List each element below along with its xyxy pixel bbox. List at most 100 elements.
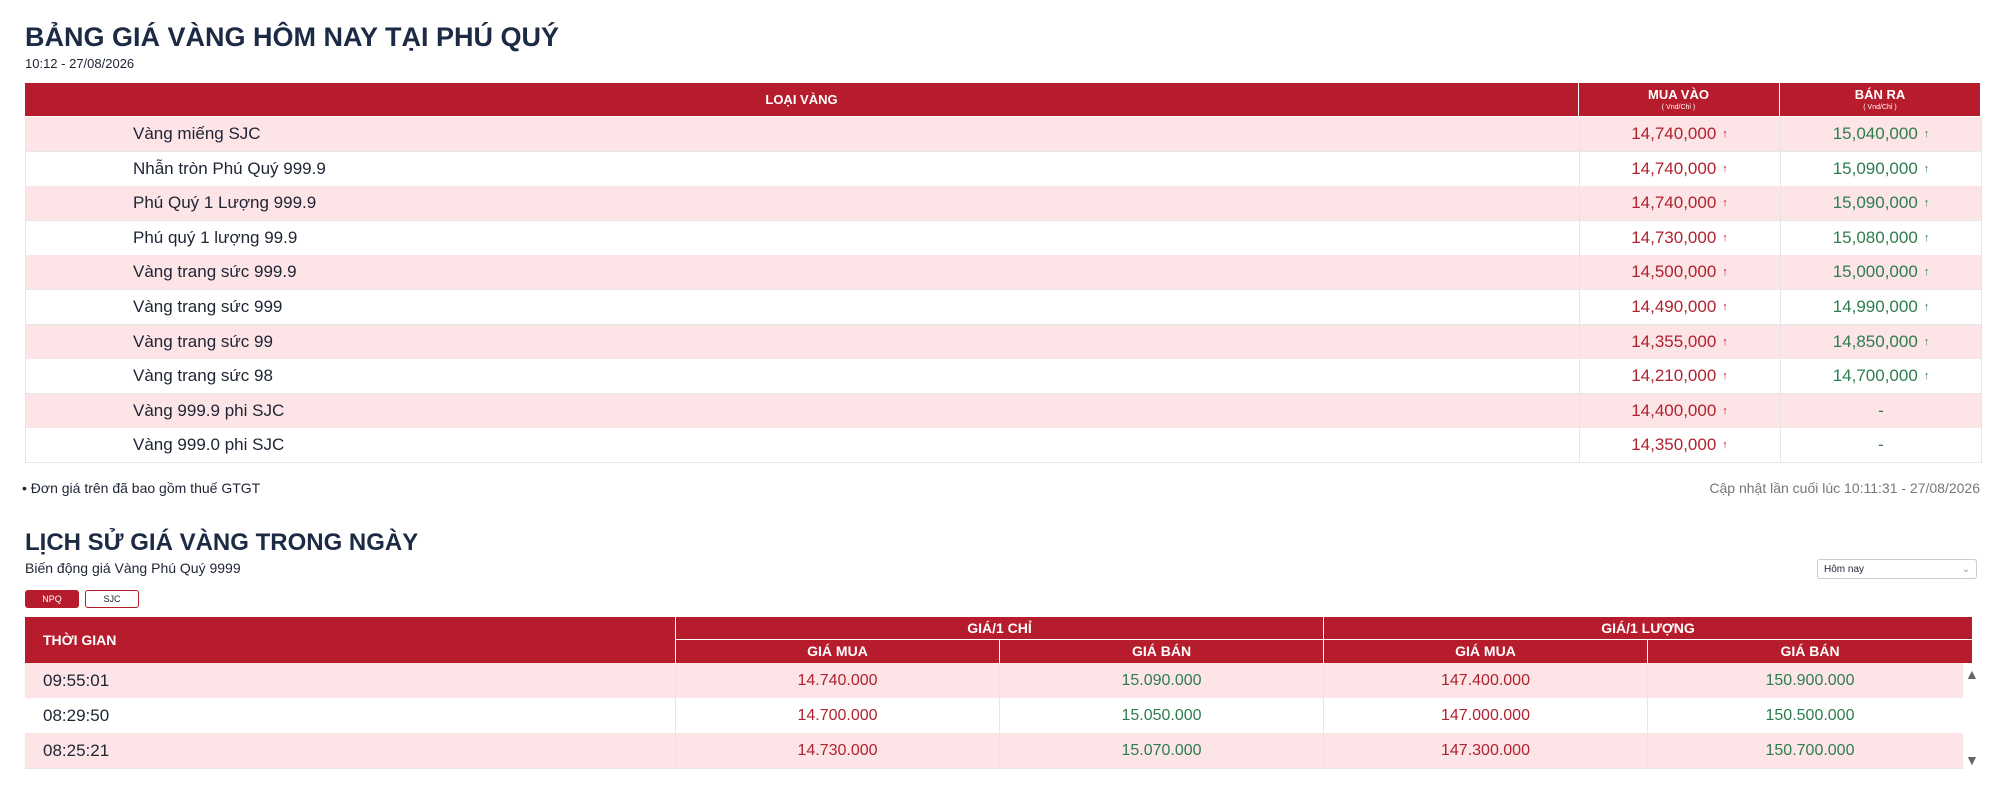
price-value: 15,000,000 — [1832, 262, 1918, 282]
buy-price: 14,730,000 ↑ — [1579, 220, 1779, 255]
gold-type: Vàng trang sức 999.9 — [133, 262, 297, 282]
gold-type: Vàng 999.0 phi SJC — [133, 435, 285, 455]
price-row: Vàng miếng SJC 14,740,000 ↑ 15,040,000 ↑ — [25, 117, 1982, 152]
time: 09:55:01 — [43, 670, 110, 690]
buy-price: 14,350,000 ↑ — [1579, 428, 1779, 463]
price-value: 15,090,000 — [1832, 158, 1918, 178]
up-arrow: ↑ — [1923, 335, 1930, 348]
up-arrow: ↑ — [1923, 266, 1930, 279]
price-value: 14,500,000 — [1631, 262, 1717, 282]
time-header: THỜI GIAN — [43, 632, 117, 648]
price-row: Nhẫn tròn Phú Quý 999.9 14,740,000 ↑ 15,090… — [25, 151, 1982, 187]
sub-header: GIÁ MUA — [675, 640, 999, 663]
sell-price: 15.070.000 — [999, 733, 1323, 768]
sell-price: 14,700,000 ↑ — [1780, 359, 1981, 394]
up-arrow: ↑ — [1722, 335, 1728, 348]
buy-price: 14,740,000 ↑ — [1579, 151, 1779, 186]
price-value: 15,040,000 — [1832, 124, 1918, 143]
history-title: LỊCH SỬ GIÁ VÀNG TRONG NGÀY — [25, 529, 419, 556]
sub-header: GIÁ MUA — [1323, 640, 1647, 663]
scroll-down[interactable]: ▼ — [1965, 752, 1979, 768]
price-row: Vàng trang sức 98 14,210,000 ↑ 14,700,000 ↑ — [25, 359, 1982, 395]
price-value: 14,740,000 — [1631, 158, 1717, 178]
up-arrow: ↑ — [1923, 128, 1930, 140]
note: • Đơn giá trên đã bao gồm thuế GTGT — [22, 480, 261, 496]
history-row: 08:25:21 14.730.000 15.070.000 147.300.000 1… — [25, 733, 1963, 769]
price-value: 14,700,000 — [1832, 366, 1918, 386]
tab-npq[interactable]: NPQ — [25, 590, 79, 608]
gold-type: Vàng trang sức 98 — [133, 366, 273, 386]
buy-price: 14,740,000 ↑ — [1579, 117, 1779, 151]
buy-price: 14.740.000 — [675, 663, 999, 698]
sell-price: 150.500.000 — [1647, 698, 1972, 733]
buy-price: 14,500,000 ↑ — [1579, 255, 1779, 290]
price-row: Phú quý 1 lượng 99.9 14,730,000 ↑ 15,080,00… — [25, 220, 1982, 256]
price-value: 14,490,000 — [1631, 297, 1717, 316]
buy-price: 14,490,000 ↑ — [1579, 290, 1779, 324]
price-value: 14,350,000 — [1631, 435, 1717, 455]
price-row: Vàng 999.0 phi SJC 14,350,000 ↑ - — [25, 428, 1982, 464]
period-select[interactable]: Hôm nay ⌄ — [1817, 559, 1977, 579]
col-unit: ( Vnd/Chỉ ) — [1863, 104, 1897, 111]
col-unit: ( Vnd/Chỉ ) — [1661, 104, 1696, 111]
col-title: MUA VÀO — [1648, 87, 1709, 102]
price-value: 14,740,000 — [1631, 124, 1717, 143]
col-title: BÁN RA — [1854, 87, 1906, 102]
gold-type: Vàng miếng SJC — [133, 124, 261, 143]
col-price: MUA VÀO ( Vnd/Chỉ ) — [1578, 83, 1778, 116]
up-arrow: ↑ — [1722, 231, 1728, 244]
price-value: 14,210,000 — [1631, 366, 1717, 386]
price-value: 14,990,000 — [1832, 297, 1918, 316]
buy-price: 14,400,000 ↑ — [1579, 393, 1779, 428]
up-arrow: ↑ — [1923, 301, 1930, 313]
price-row: Vàng trang sức 999.9 14,500,000 ↑ 15,000,00… — [25, 255, 1982, 291]
history-header: THỜI GIAN GIÁ/1 CHỈ GIÁ/1 LƯỢNG GIÁ MUA GIÁ … — [25, 617, 1972, 663]
up-arrow: ↑ — [1722, 266, 1728, 279]
sell-price: - — [1780, 393, 1981, 428]
price-row: Phú Quý 1 Lượng 999.9 14,740,000 ↑ 15,090,0… — [25, 186, 1982, 222]
gold-type: Nhẫn tròn Phú Quý 999.9 — [133, 158, 326, 178]
gold-type: Vàng 999.9 phi SJC — [133, 400, 285, 420]
sell-price: 15,090,000 ↑ — [1780, 151, 1981, 186]
price-value: - — [1878, 400, 1884, 420]
sub-header: GIÁ BÁN — [1647, 640, 1972, 663]
price-value: 14,355,000 — [1631, 331, 1717, 351]
up-arrow: ↑ — [1722, 439, 1728, 452]
price-value: 14,400,000 — [1631, 400, 1717, 420]
sell-price: - — [1780, 428, 1981, 463]
time: 08:29:50 — [43, 705, 110, 725]
buy-price: 14,355,000 ↑ — [1579, 324, 1779, 359]
tab-sjc[interactable]: SJC — [85, 590, 139, 608]
up-arrow: ↑ — [1923, 370, 1930, 383]
sell-price: 15.050.000 — [999, 698, 1323, 733]
price-row: Vàng trang sức 99 14,355,000 ↑ 14,850,000 ↑ — [25, 324, 1982, 360]
sell-price: 15,000,000 ↑ — [1780, 255, 1981, 290]
price-value: 14,850,000 — [1832, 331, 1918, 351]
gold-type: Phú Quý 1 Lượng 999.9 — [133, 193, 317, 213]
history-row: 08:29:50 14.700.000 15.050.000 147.000.000 1… — [25, 698, 1963, 734]
chevron: ⌄ — [1961, 564, 1970, 575]
price-row: Vàng 999.9 phi SJC 14,400,000 ↑ - — [25, 393, 1982, 429]
scroll-up[interactable]: ▲ — [1965, 666, 1979, 682]
sell-price: 150.900.000 — [1647, 663, 1972, 698]
up-arrow: ↑ — [1923, 231, 1930, 244]
sell-price: 15,040,000 ↑ — [1780, 117, 1981, 151]
buy-price: 14,740,000 ↑ — [1579, 186, 1779, 221]
group-header: GIÁ/1 CHỈ — [675, 617, 1323, 640]
up-arrow: ↑ — [1722, 162, 1728, 175]
buy-price: 14.730.000 — [675, 733, 999, 768]
price-row: Vàng trang sức 999 14,490,000 ↑ 14,990,000 ↑ — [25, 290, 1982, 325]
up-arrow: ↑ — [1722, 197, 1728, 210]
note-text: Đơn giá trên đã bao gồm thuế GTGT — [30, 480, 261, 496]
price-value: 14,730,000 — [1631, 227, 1717, 247]
sell-price: 15,090,000 ↑ — [1780, 186, 1981, 221]
price-value: 15,080,000 — [1832, 227, 1918, 247]
price-value: - — [1878, 435, 1884, 455]
up-arrow: ↑ — [1722, 301, 1728, 313]
up-arrow: ↑ — [1923, 197, 1930, 210]
col-name: LOẠI VÀNG — [765, 92, 838, 107]
history-row: 09:55:01 14.740.000 15.090.000 147.400.000 1… — [25, 663, 1963, 699]
up-arrow: ↑ — [1722, 370, 1728, 383]
header-row: LOẠI VÀNG MUA VÀO ( Vnd/Chỉ ) BÁN RA ( Vnd/C… — [25, 83, 1980, 116]
